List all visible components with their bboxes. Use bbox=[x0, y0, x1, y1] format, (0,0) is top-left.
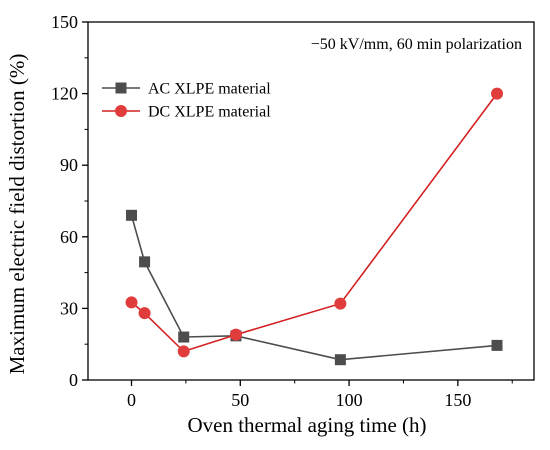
legend: AC XLPE material DC XLPE material bbox=[102, 81, 271, 121]
y-tick-label: 90 bbox=[60, 155, 78, 175]
y-tick-label: 60 bbox=[60, 227, 78, 247]
data-point bbox=[138, 307, 151, 320]
y-tick-label: 0 bbox=[69, 370, 78, 390]
series-line bbox=[130, 93, 498, 353]
data-point bbox=[126, 209, 138, 221]
data-point bbox=[178, 331, 190, 343]
data-point bbox=[491, 87, 504, 100]
y-axis-label: Maximum electric field distortion (%) bbox=[5, 54, 29, 375]
x-tick-label: 150 bbox=[444, 390, 471, 410]
legend-label: AC XLPE material bbox=[148, 81, 271, 98]
legend-marker bbox=[115, 105, 127, 117]
data-point bbox=[334, 297, 347, 310]
legend-marker bbox=[115, 82, 127, 94]
legend-label: DC XLPE material bbox=[148, 104, 271, 121]
x-tick-label: 0 bbox=[127, 390, 136, 410]
data-point bbox=[229, 328, 242, 341]
series-dc-xlpe bbox=[125, 87, 504, 358]
y-tick-label: 150 bbox=[51, 12, 78, 32]
series-line bbox=[130, 215, 498, 361]
chart-annotation: −50 kV/mm, 60 min polarization bbox=[311, 36, 522, 53]
data-point bbox=[125, 296, 138, 309]
data-point bbox=[491, 339, 503, 351]
axes: 0 50 100 150 0 30 60 90 120 150 bbox=[51, 12, 535, 410]
x-tick-label: 50 bbox=[231, 390, 249, 410]
series-ac-xlpe bbox=[126, 209, 503, 366]
x-tick-label: 100 bbox=[336, 390, 363, 410]
data-point bbox=[334, 354, 346, 366]
data-point bbox=[139, 256, 151, 268]
x-axis-label: Oven thermal aging time (h) bbox=[187, 413, 426, 437]
data-point bbox=[177, 345, 190, 358]
plot-area bbox=[125, 87, 504, 366]
y-tick-label: 30 bbox=[60, 298, 78, 318]
legend-item: AC XLPE material bbox=[102, 81, 271, 98]
y-tick-label: 120 bbox=[51, 84, 78, 104]
plot-frame bbox=[87, 21, 535, 381]
legend-item: DC XLPE material bbox=[102, 104, 271, 121]
